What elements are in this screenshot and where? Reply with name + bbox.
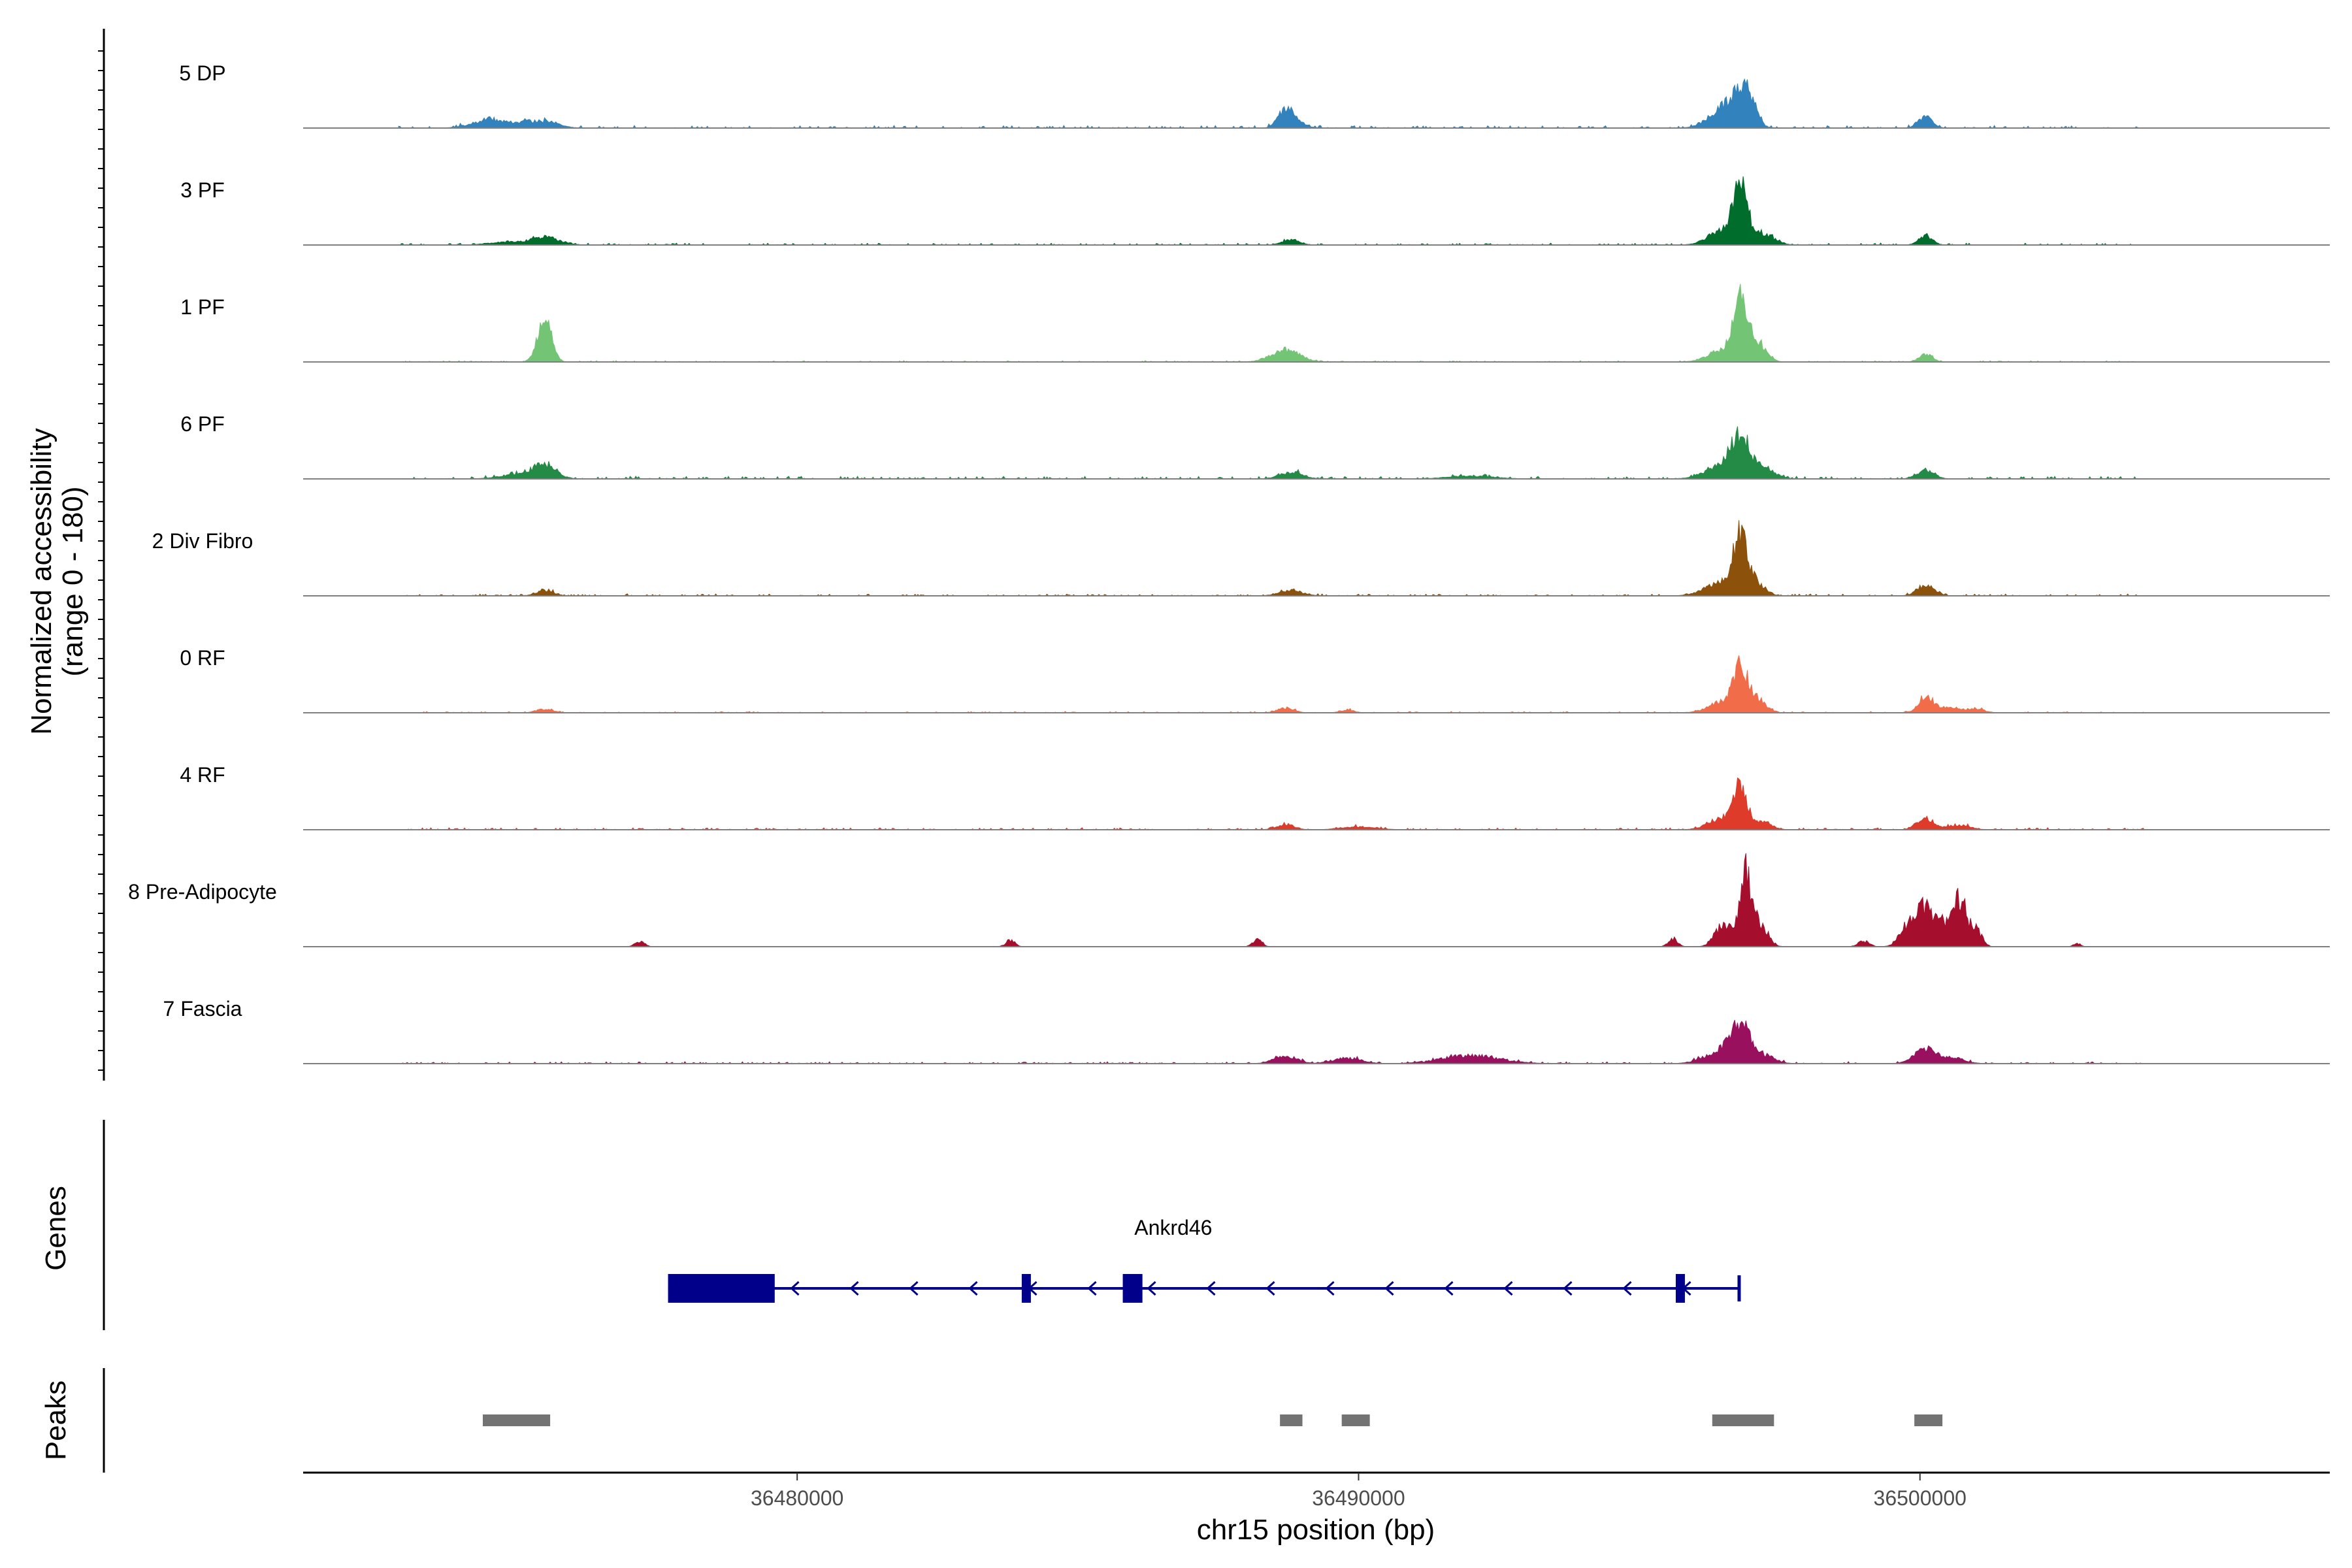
track-label: 7 Fascia bbox=[163, 997, 242, 1021]
x-tick-label: 36500000 bbox=[1874, 1486, 1967, 1510]
peak-region bbox=[482, 1414, 551, 1426]
track-2-div-fibro: 2 Div Fibro bbox=[152, 520, 2330, 596]
x-tick-label: 36480000 bbox=[751, 1486, 843, 1510]
track-6-pf: 6 PF bbox=[180, 412, 2330, 480]
track-label: 1 PF bbox=[180, 295, 225, 319]
track-5-dp: 5 DP bbox=[179, 61, 2330, 129]
peak-track bbox=[482, 1414, 1943, 1426]
strand-arrow bbox=[1147, 1281, 1156, 1296]
peak-region bbox=[1712, 1414, 1774, 1426]
track-label: 6 PF bbox=[180, 412, 225, 436]
track-label: 5 DP bbox=[179, 61, 225, 85]
track-label: 4 RF bbox=[180, 763, 225, 787]
track-7-fascia: 7 Fascia bbox=[163, 997, 2330, 1064]
x-axis-title: chr15 position (bp) bbox=[1197, 1514, 1435, 1546]
peak-region bbox=[1341, 1414, 1370, 1426]
track-0-rf: 0 RF bbox=[180, 646, 2330, 713]
track-3-pf: 3 PF bbox=[180, 176, 2330, 246]
track-label: 8 Pre-Adipocyte bbox=[128, 880, 277, 904]
strand-arrow bbox=[1563, 1281, 1573, 1296]
strand-arrow bbox=[849, 1281, 859, 1296]
track-label: 3 PF bbox=[180, 178, 225, 202]
track-8-pre-adipocyte: 8 Pre-Adipocyte bbox=[128, 853, 2330, 947]
peak-region bbox=[1914, 1414, 1943, 1426]
strand-arrow bbox=[1444, 1281, 1454, 1296]
y-axis-range-label: (range 0 - 180) bbox=[57, 486, 89, 676]
peaks-track-title: Peaks bbox=[40, 1380, 72, 1460]
strand-arrow bbox=[1206, 1281, 1216, 1296]
gene-exon bbox=[1122, 1274, 1143, 1303]
gene-exon bbox=[1675, 1274, 1685, 1303]
strand-arrow bbox=[1325, 1281, 1335, 1296]
track-label: 2 Div Fibro bbox=[152, 529, 253, 553]
strand-arrow bbox=[1087, 1281, 1097, 1296]
y-axis-title: Normalized accessibility bbox=[25, 428, 57, 734]
gene-exon bbox=[668, 1274, 775, 1303]
strand-arrow bbox=[968, 1281, 978, 1296]
peak-region bbox=[1280, 1414, 1303, 1426]
track-1-pf: 1 PF bbox=[180, 284, 2330, 363]
track-label: 0 RF bbox=[180, 646, 225, 670]
strand-arrow bbox=[1503, 1281, 1513, 1296]
gene-label: Ankrd46 bbox=[1134, 1216, 1212, 1239]
x-tick-label: 36490000 bbox=[1312, 1486, 1405, 1510]
gene-exon bbox=[1021, 1274, 1031, 1303]
strand-arrow bbox=[1622, 1281, 1632, 1296]
accessibility-tracks: 5 DP 3 PF 1 PF 6 PF 2 Div Fibro 0 RF 4 RF 8 Pre… bbox=[128, 61, 2330, 1064]
gene-exon bbox=[1737, 1275, 1741, 1301]
genes-track-title: Genes bbox=[40, 1186, 72, 1271]
strand-arrow bbox=[1384, 1281, 1394, 1296]
y-axis bbox=[98, 29, 105, 1081]
strand-arrow bbox=[1266, 1281, 1275, 1296]
x-axis: 36480000 36490000 36500000 bbox=[303, 1471, 2330, 1510]
strand-arrow bbox=[790, 1281, 800, 1296]
gene-track: Ankrd46 bbox=[668, 1216, 1741, 1303]
track-4-rf: 4 RF bbox=[180, 763, 2330, 830]
strand-arrow bbox=[909, 1281, 919, 1296]
